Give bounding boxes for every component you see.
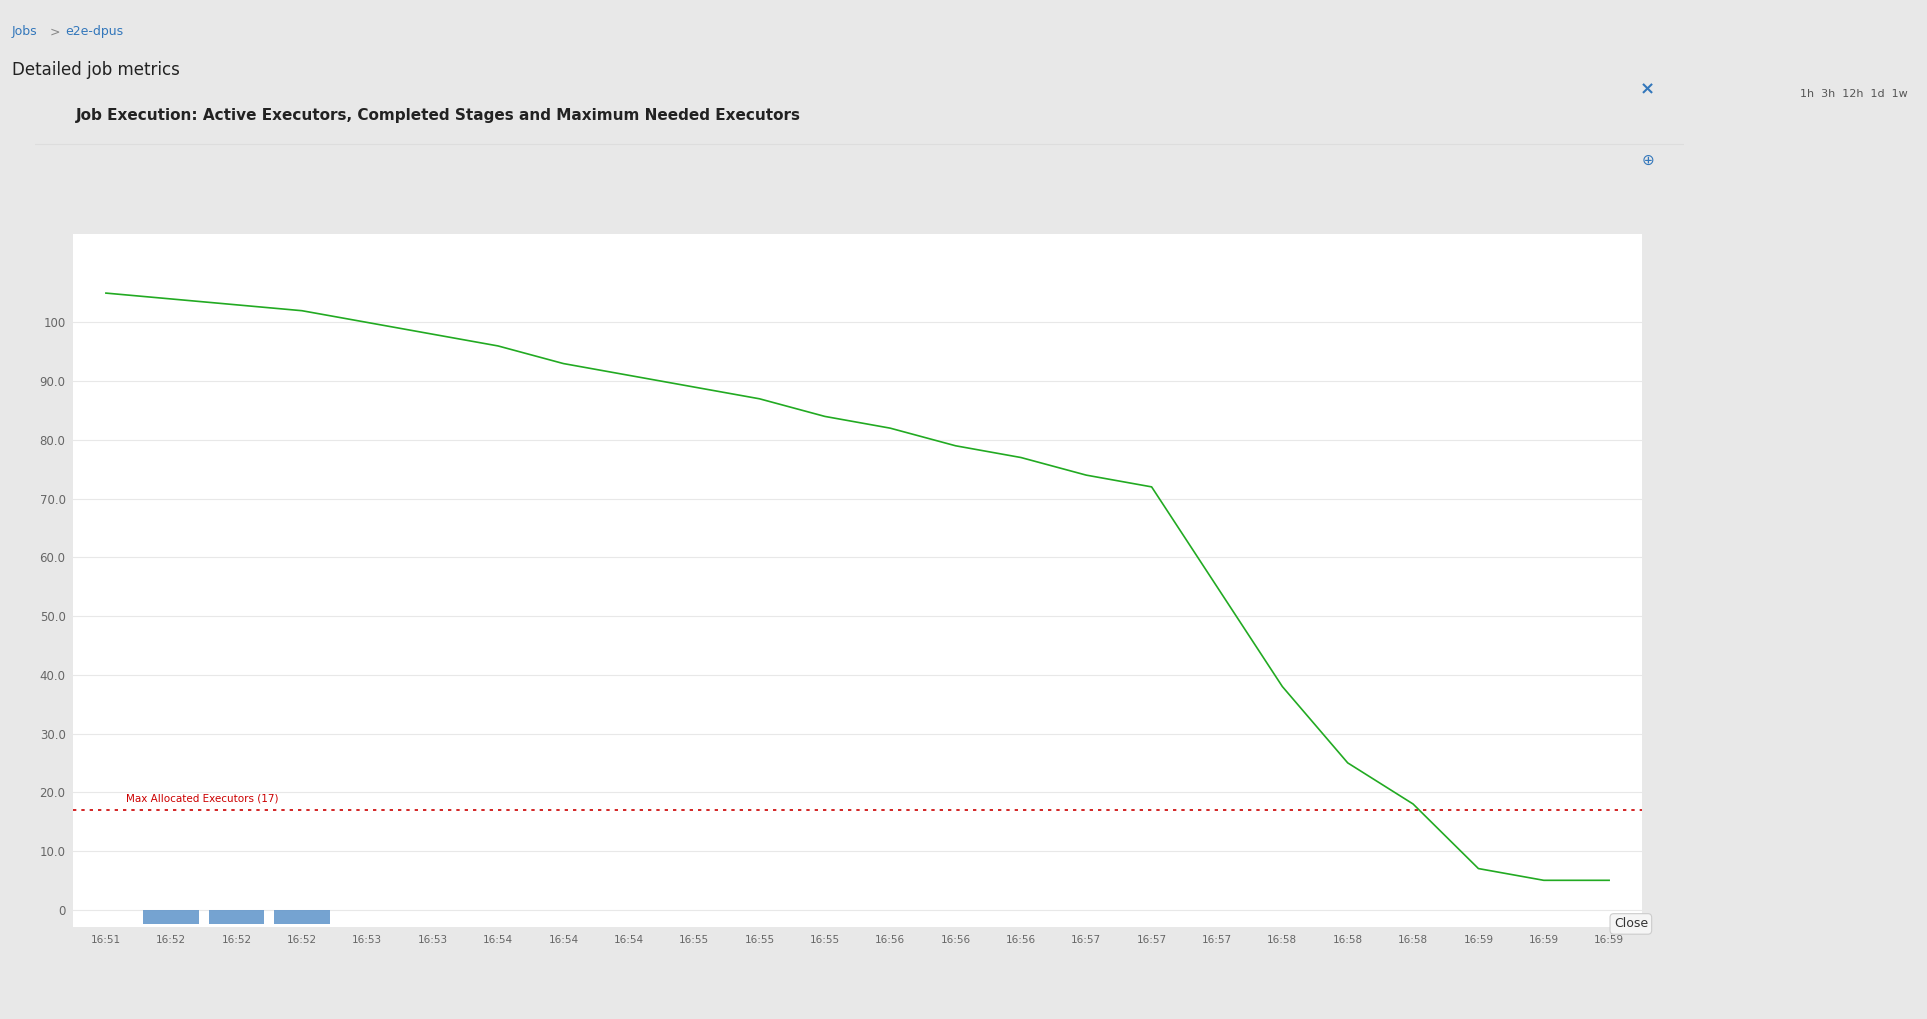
- Text: >: >: [50, 25, 60, 39]
- Text: Close: Close: [1613, 917, 1648, 930]
- Text: Jobs: Jobs: [12, 25, 37, 39]
- Text: ×: ×: [1640, 81, 1655, 99]
- Text: e2e-dpus: e2e-dpus: [66, 25, 123, 39]
- Text: ⊕: ⊕: [1642, 153, 1655, 168]
- Text: Max Allocated Executors (17): Max Allocated Executors (17): [125, 794, 277, 804]
- Bar: [143, 910, 198, 924]
- Text: Job Execution: Active Executors, Completed Stages and Maximum Needed Executors: Job Execution: Active Executors, Complet…: [75, 108, 802, 123]
- Text: Detailed job metrics: Detailed job metrics: [12, 61, 179, 79]
- Bar: [208, 910, 264, 924]
- Text: 1h  3h  12h  1d  1w: 1h 3h 12h 1d 1w: [1800, 90, 1908, 99]
- Bar: [274, 910, 330, 924]
